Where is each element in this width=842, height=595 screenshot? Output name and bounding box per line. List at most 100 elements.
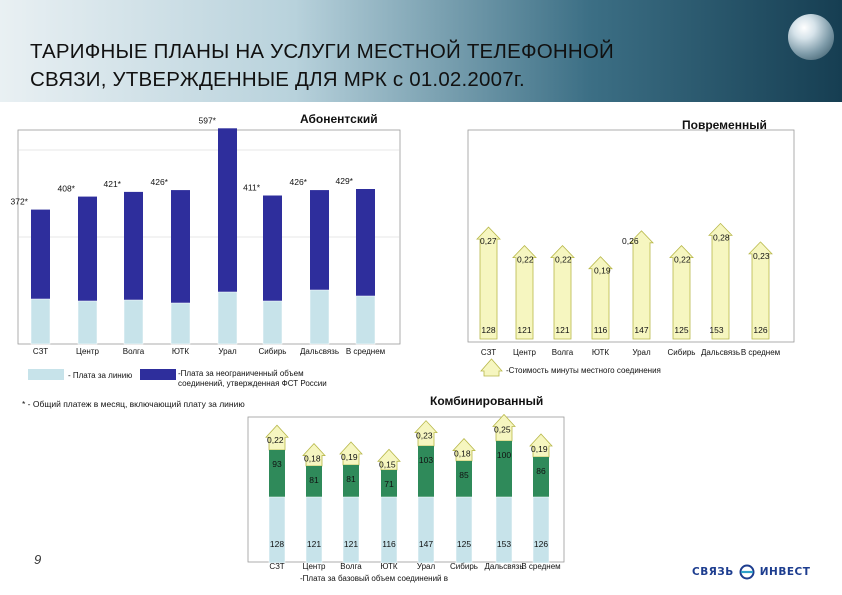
combined-base-label: 153 (497, 539, 511, 549)
abonent-bar-unlimited (310, 190, 329, 290)
abonent-bar-unlimited (31, 209, 50, 299)
abonent-bar-unlimited (263, 195, 282, 301)
combined-rate-label: 0,19 (341, 452, 358, 462)
time-base-label: 121 (517, 325, 531, 335)
legend-line-fee-swatch (28, 369, 64, 380)
abonent-category-label: Сибирь (259, 347, 287, 356)
combined-category-label: Дальсвязь (484, 562, 523, 571)
time-rate-label: 0,23 (753, 251, 770, 261)
combined-category-label: ЮТК (380, 562, 398, 571)
combined-bar-green (306, 466, 322, 497)
legend-unlimited-label-1: -Плата за неограниченный объем (178, 369, 304, 378)
time-rate-bar (588, 256, 613, 340)
time-category-label: СЗТ (481, 348, 496, 357)
abonent-total-label: 421* (104, 179, 122, 189)
sphere-logo-icon (788, 14, 834, 60)
header-background (0, 0, 842, 112)
time-rate-label: 0,26 (622, 236, 639, 246)
abonent-total-label: 426* (290, 177, 308, 187)
time-rate-label: 0,22 (555, 255, 572, 265)
abonent-bar-line-fee (355, 295, 376, 345)
time-category-label: Сибирь (668, 348, 696, 357)
time-category-label: Урал (632, 348, 651, 357)
time-base-label: 153 (709, 325, 723, 335)
time-rate-bar (476, 226, 501, 340)
abonent-bar-unlimited (124, 191, 143, 300)
combined-rate-bar (339, 441, 363, 466)
combined-category-label: Сибирь (450, 562, 478, 571)
time-chart-title: Повременный (682, 118, 767, 132)
combined-bar-green (533, 457, 549, 497)
abonent-category-label: Урал (218, 347, 237, 356)
time-category-label: ЮТК (592, 348, 610, 357)
legend-unlimited-swatch (140, 369, 176, 380)
combined-green-label: 86 (536, 466, 546, 476)
logo-left-text: СВЯЗЬ (692, 566, 734, 578)
abonent-category-label: ЮТК (172, 347, 190, 356)
combined-bar-base (305, 496, 323, 564)
combined-bar-green (343, 465, 359, 497)
combined-rate-label: 0,18 (454, 449, 471, 459)
legend-line-fee-label: - Плата за линию (68, 371, 132, 380)
combined-base-label: 126 (534, 539, 548, 549)
time-base-label: 121 (555, 325, 569, 335)
combined-rate-bar (302, 442, 326, 467)
time-plot-border (467, 129, 795, 343)
combined-green-label: 81 (309, 475, 319, 485)
combined-base-label: 147 (419, 539, 433, 549)
abonent-bar-line-fee (309, 289, 330, 345)
abonent-bar-unlimited (356, 189, 375, 296)
combined-rate-label: 0,22 (267, 435, 284, 445)
combined-green-label: 81 (346, 474, 356, 484)
combined-green-label: 71 (384, 479, 394, 489)
combined-category-label: СЗТ (269, 562, 284, 571)
abonent-total-label: 597* (199, 115, 217, 125)
time-base-label: 126 (753, 325, 767, 335)
time-base-label: 147 (634, 325, 648, 335)
time-category-label: Дальсвязь (701, 348, 740, 357)
combined-bar-base (417, 496, 435, 564)
abonent-total-label: 408* (58, 184, 76, 194)
abonent-bar-line-fee (30, 298, 51, 345)
time-category-label: Центр (513, 348, 536, 357)
abonent-total-label: 411* (243, 183, 261, 193)
abonent-bar-line-fee (262, 300, 283, 345)
abonent-category-label: Дальсвязь (300, 347, 339, 356)
abonent-total-label: 429* (336, 176, 354, 186)
slide-title: ТАРИФНЫЕ ПЛАНЫ НА УСЛУГИ МЕСТНОЙ ТЕЛЕФОН… (30, 40, 614, 91)
combined-chart-title: Комбинированный (430, 394, 543, 408)
time-category-label: В среднем (741, 348, 780, 357)
abonent-bar-line-fee (217, 291, 238, 345)
combined-rate-label: 0,15 (379, 459, 396, 469)
combined-bar-green (418, 446, 434, 497)
abonent-total-label: 372* (11, 197, 29, 207)
abonent-chart-title: Абонентский (300, 112, 378, 126)
abonent-bar-line-fee (123, 299, 144, 345)
combined-rate-bar (492, 413, 516, 442)
combined-base-label: 121 (344, 539, 358, 549)
abonent-bar-unlimited (218, 128, 237, 292)
combined-bar-green (456, 461, 472, 497)
combined-category-label: Волга (340, 562, 362, 571)
combined-bar-base (342, 496, 360, 564)
combined-rate-bar (414, 420, 438, 447)
time-category-label: Волга (552, 348, 574, 357)
legend-rate-label: -Стоимость минуты местного соединения (506, 366, 661, 375)
combined-green-label: 93 (272, 459, 282, 469)
abonent-footnote: * - Общий платеж в месяц, включающий пла… (22, 399, 245, 409)
time-rate-bar (629, 230, 654, 340)
time-base-label: 128 (481, 325, 495, 335)
combined-bar-base (380, 496, 398, 564)
svyazinvest-logo: СВЯЗЬ ИНВЕСТ (692, 564, 810, 580)
combined-rate-label: 0,25 (494, 425, 511, 435)
logo-right-text: ИНВЕСТ (759, 566, 811, 578)
combined-rate-label: 0,18 (304, 454, 321, 464)
combined-green-label: 85 (459, 470, 469, 480)
combined-rate-bar (265, 424, 289, 451)
combined-rate-bar (452, 437, 476, 462)
time-rate-label: 0,22 (517, 255, 534, 265)
time-rate-bar (512, 245, 537, 340)
combined-green-label: 100 (497, 450, 511, 460)
abonent-category-label: Волга (123, 347, 145, 356)
